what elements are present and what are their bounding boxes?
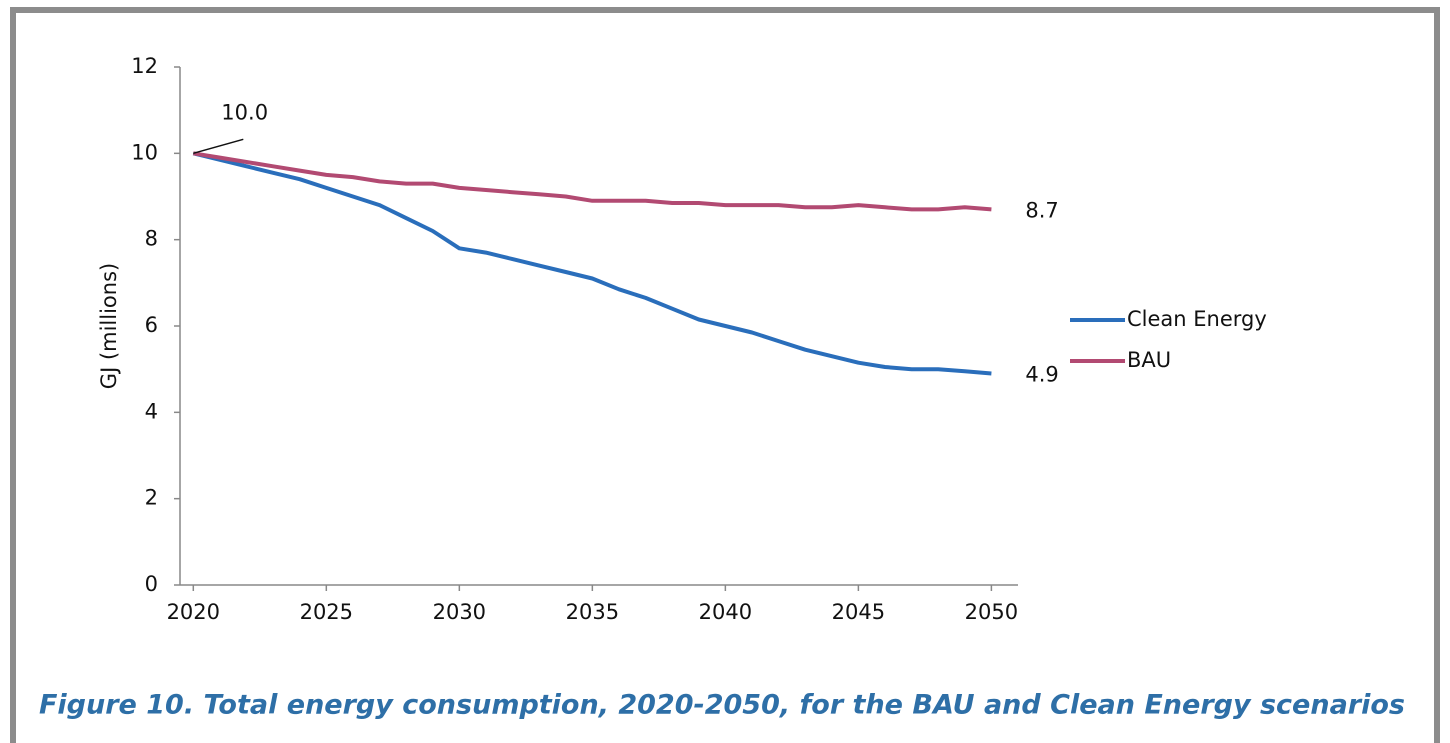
x-tick-label: 2045: [832, 600, 885, 624]
y-axis-label: GJ (millions): [97, 263, 121, 389]
data-label: 8.7: [1025, 198, 1058, 222]
x-tick-label: 2020: [167, 600, 220, 624]
y-tick-label: 0: [145, 572, 158, 596]
series-line: [192, 151, 992, 212]
y-tick-label: 10: [131, 140, 158, 164]
data-label: 10.0: [221, 100, 268, 124]
x-tick-label: 2035: [566, 600, 619, 624]
y-tick-label: 2: [145, 486, 158, 510]
legend-label: Clean Energy: [1127, 307, 1267, 331]
label-leader: [193, 138, 244, 155]
legend-label: BAU: [1127, 348, 1171, 372]
chart-title: Figure 10. Total energy consumption, 202…: [39, 690, 1405, 721]
y-tick-label: 6: [145, 313, 158, 337]
x-tick-label: 2025: [300, 600, 353, 624]
x-tick-label: 2030: [433, 600, 486, 624]
x-tick-label: 2050: [965, 600, 1018, 624]
y-tick-label: 12: [131, 54, 158, 78]
data-label: 4.9: [1025, 362, 1058, 386]
y-tick-label: 8: [145, 227, 158, 251]
series-line: [192, 151, 992, 376]
y-tick-label: 4: [145, 399, 158, 423]
frame: [10, 7, 1440, 743]
x-tick-label: 2040: [699, 600, 752, 624]
